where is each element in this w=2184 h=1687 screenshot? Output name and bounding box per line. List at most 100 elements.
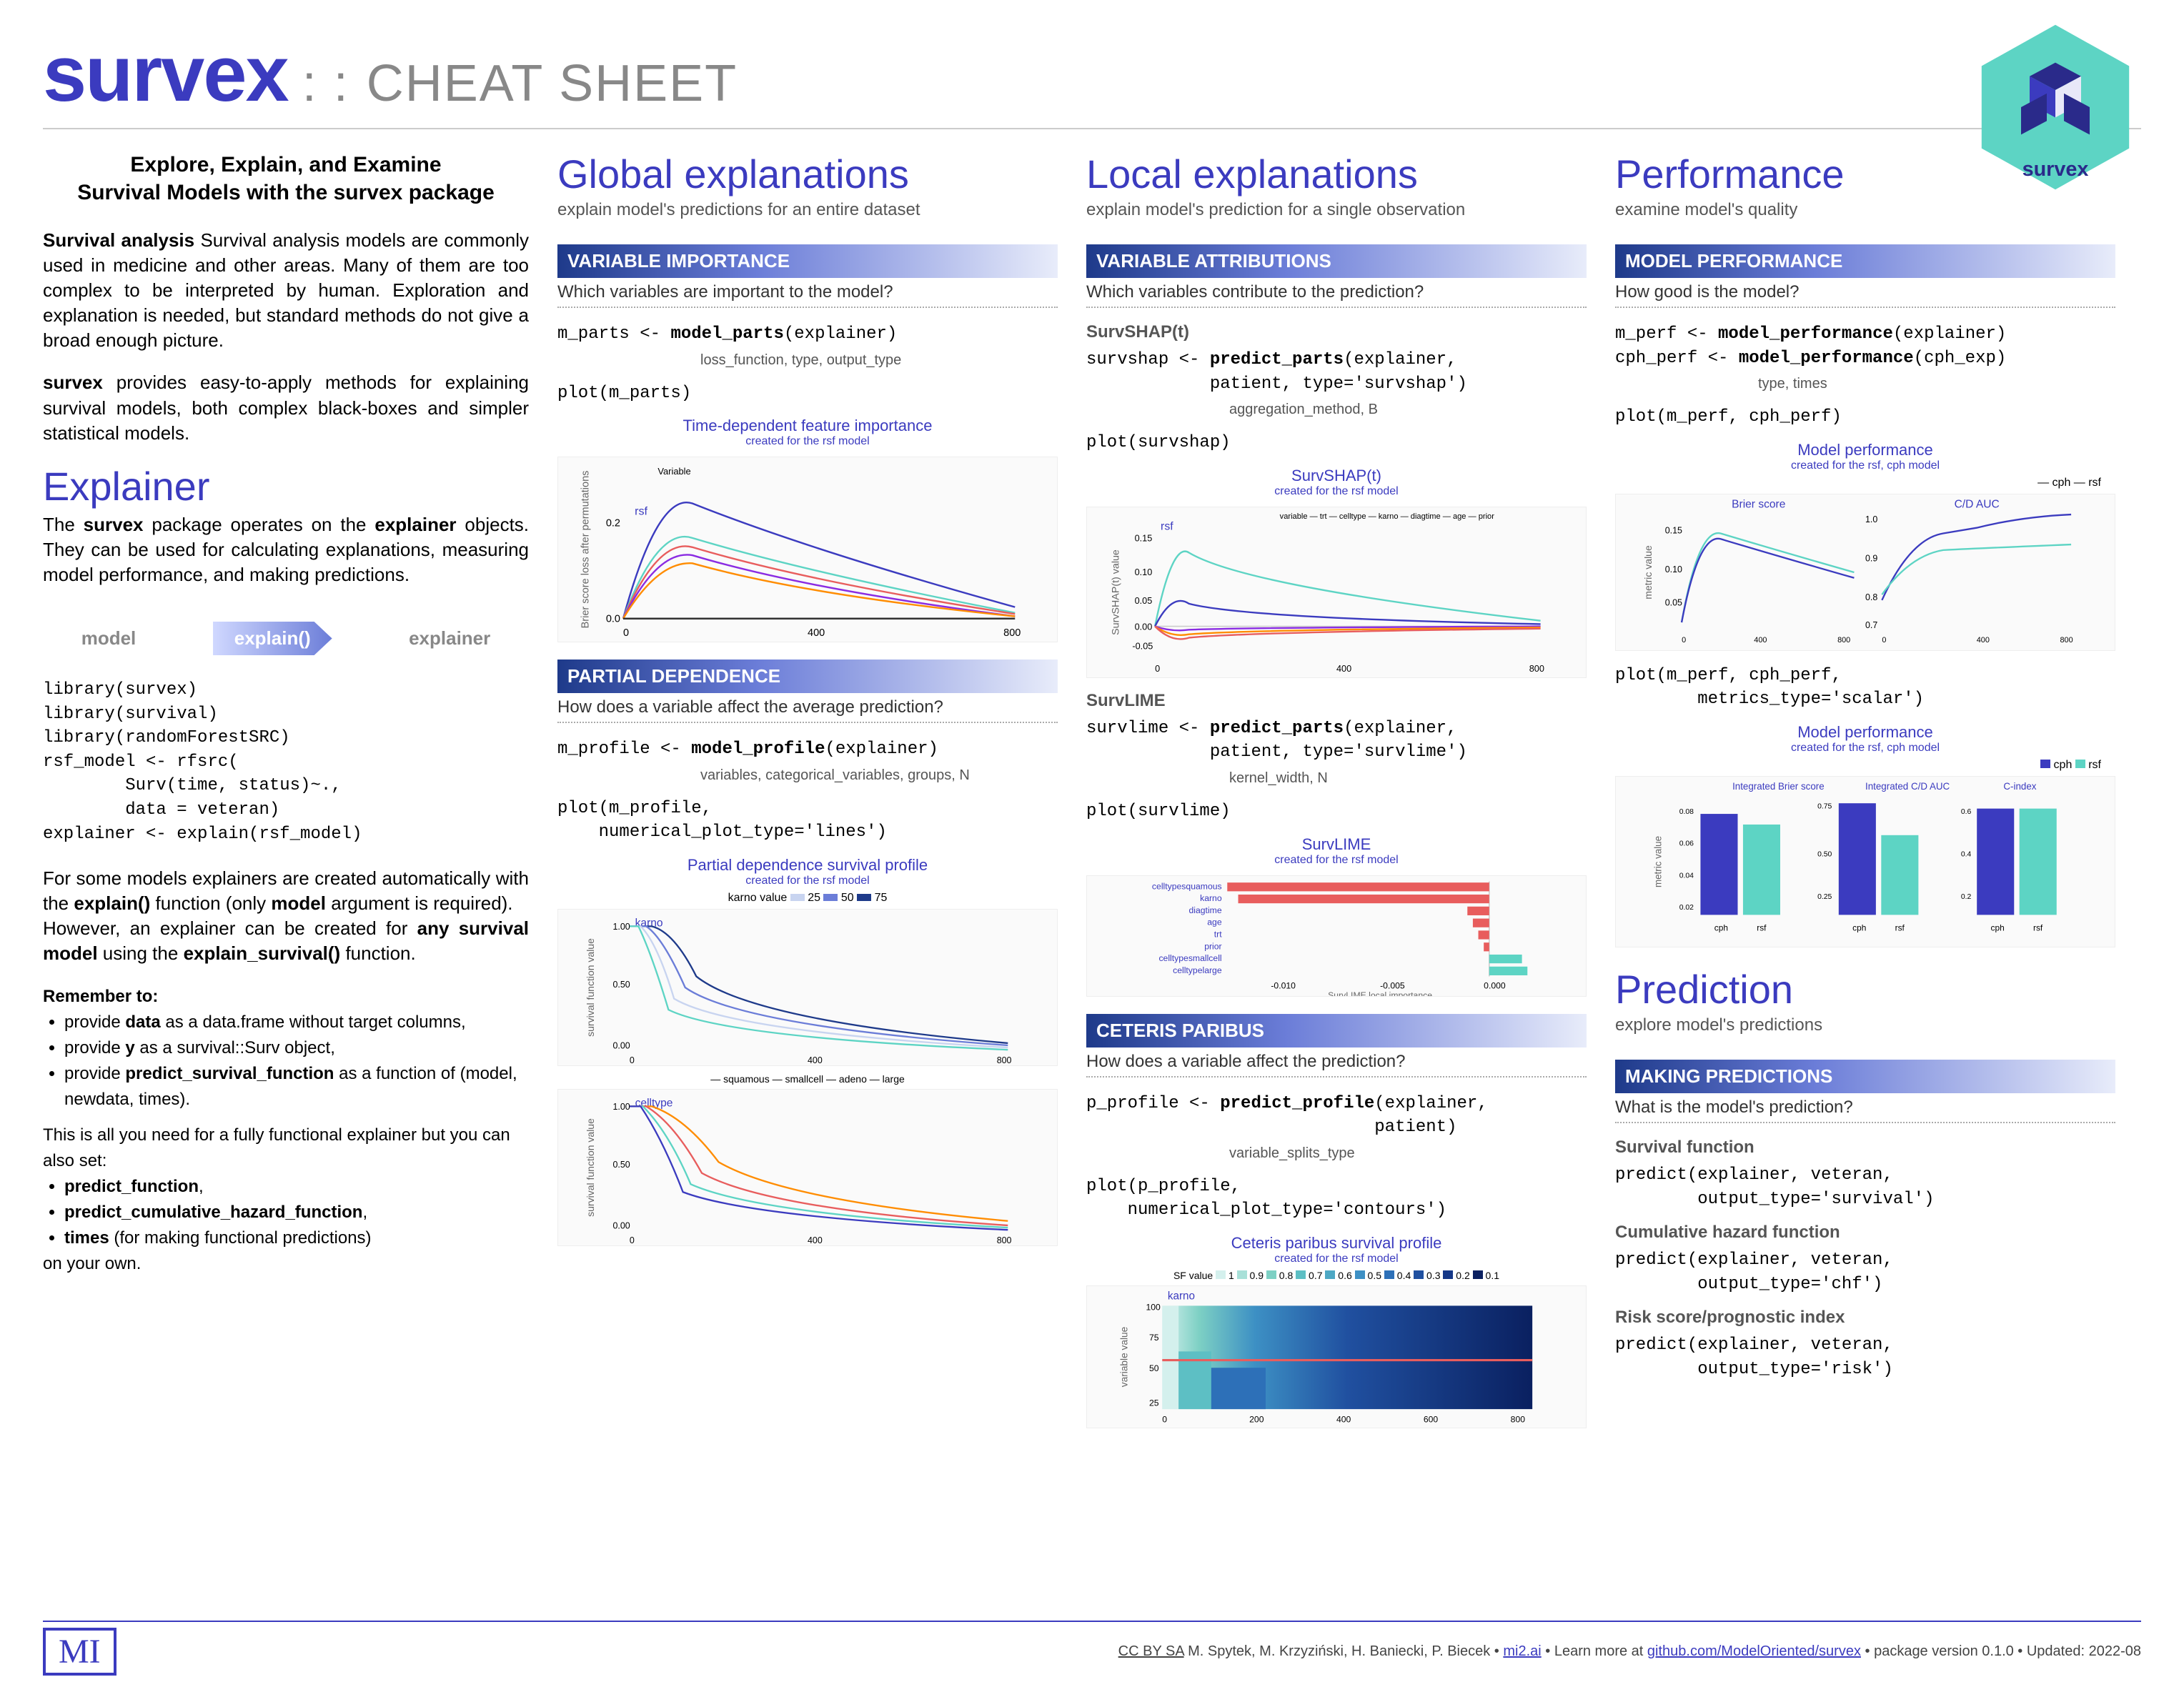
svg-text:-0.010: -0.010: [1271, 980, 1296, 990]
svg-text:0: 0: [1162, 1414, 1167, 1424]
shap-label: SurvSHAP(t): [1086, 322, 1587, 342]
shap-code2: plot(survshap): [1086, 431, 1587, 455]
svg-text:0.6: 0.6: [1961, 808, 1972, 816]
shap-chart-title: SurvSHAP(t): [1086, 467, 1587, 485]
lime-chart-title: SurvLIME: [1086, 835, 1587, 854]
svg-text:SurvLIME local importance: SurvLIME local importance: [1328, 990, 1432, 996]
svg-text:Integrated C/D AUC: Integrated C/D AUC: [1865, 781, 1950, 792]
svg-text:0.7: 0.7: [1865, 620, 1877, 630]
intro-p2: survex provides easy-to-apply methods fo…: [43, 370, 529, 445]
pred-chf-label: Cumulative hazard function: [1615, 1223, 2115, 1243]
svg-text:diagtime: diagtime: [1188, 905, 1221, 915]
svg-text:survex: survex: [2022, 158, 2089, 181]
global-sub: explain model's predictions for an entir…: [557, 200, 1058, 220]
local-sub: explain model's prediction for a single …: [1086, 200, 1587, 220]
cp-chart-sub: created for the rsf model: [1086, 1253, 1587, 1265]
svg-text:800: 800: [1003, 627, 1021, 639]
flow-explainer: explainer: [409, 627, 490, 650]
pd-chart-title: Partial dependence survival profile: [557, 856, 1058, 875]
pd-chart-sub: created for the rsf model: [557, 875, 1058, 887]
svg-text:karno: karno: [1200, 893, 1222, 903]
svg-text:rsf: rsf: [635, 505, 647, 518]
mp-legend: — cph — rsf: [1615, 477, 2115, 489]
svg-text:celltypelarge: celltypelarge: [1173, 965, 1222, 975]
pred-header: MAKING PREDICTIONS: [1615, 1060, 2115, 1093]
local-title: Local explanations: [1086, 151, 1587, 197]
remember-item: predict_function,: [64, 1174, 529, 1200]
svg-text:800: 800: [2060, 636, 2073, 645]
svg-text:0.50: 0.50: [1817, 851, 1832, 859]
global-title: Global explanations: [557, 151, 1058, 197]
intro-p1: Survival analysis Survival analysis mode…: [43, 228, 529, 353]
svg-text:0: 0: [1882, 636, 1886, 645]
pred-sf-code: predict(explainer, veteran, output_type=…: [1615, 1163, 2115, 1211]
svg-text:cph: cph: [1991, 923, 2005, 933]
mp-chart2-title: Model performance: [1615, 723, 2115, 742]
remember-item: times (for making functional predictions…: [64, 1225, 529, 1251]
cp-chart: variable value karno 100755025 020040060…: [1086, 1285, 1587, 1428]
svg-text:-0.05: -0.05: [1132, 641, 1153, 651]
pd-chart-karno: survival function value karno 1.000.500.…: [557, 909, 1058, 1066]
svg-text:Integrated Brier score: Integrated Brier score: [1732, 781, 1825, 792]
cp-question: How does a variable affect the predictio…: [1086, 1047, 1587, 1078]
explainer-code: library(survex) library(survival) librar…: [43, 678, 529, 846]
svg-text:400: 400: [1754, 636, 1767, 645]
mp-bar-chart: metric value Integrated Brier score Inte…: [1615, 776, 2115, 947]
cp-params: variable_splits_type: [1229, 1145, 1587, 1162]
pd-legend: karno value 25 50 75: [557, 892, 1058, 905]
svg-text:Brier score loss after permuta: Brier score loss after permutations: [580, 471, 592, 629]
cp-chart-title: Ceteris paribus survival profile: [1086, 1234, 1587, 1253]
svg-text:0.10: 0.10: [1665, 564, 1682, 574]
pd-question: How does a variable affect the average p…: [557, 693, 1058, 723]
title-sep: : :: [302, 54, 349, 113]
svg-text:50: 50: [1149, 1363, 1159, 1373]
pd-header: PARTIAL DEPENDENCE: [557, 660, 1058, 693]
lime-chart: celltypesquamouskarnodiagtimeagetrtprior…: [1086, 875, 1587, 997]
svg-text:C/D AUC: C/D AUC: [1955, 498, 2000, 510]
svg-text:25: 25: [1149, 1398, 1159, 1408]
svg-text:800: 800: [1529, 664, 1544, 674]
svg-text:0.15: 0.15: [1665, 525, 1682, 535]
mi-logo: MI: [43, 1628, 116, 1676]
svg-text:celltypesmallcell: celltypesmallcell: [1158, 953, 1221, 963]
vi-question: Which variables are important to the mod…: [557, 278, 1058, 308]
title-main: survex: [43, 29, 288, 119]
pred-risk-label: Risk score/prognostic index: [1615, 1308, 2115, 1328]
lime-params: kernel_width, N: [1229, 770, 1587, 787]
svg-text:0.06: 0.06: [1679, 840, 1694, 848]
va-header: VARIABLE ATTRIBUTIONS: [1086, 244, 1587, 278]
svg-text:800: 800: [997, 1235, 1012, 1245]
svg-text:Variable: Variable: [657, 466, 690, 477]
flow-model: model: [81, 627, 136, 650]
footer-link-github[interactable]: github.com/ModelOriented/survex: [1647, 1643, 1861, 1659]
svg-text:karno: karno: [1168, 1290, 1195, 1302]
svg-text:0: 0: [623, 627, 629, 639]
svg-text:75: 75: [1149, 1333, 1159, 1343]
remember-item: provide y as a survival::Surv object,: [64, 1035, 529, 1061]
svg-text:metric value: metric value: [1652, 836, 1663, 887]
svg-text:trt: trt: [1214, 929, 1222, 939]
column-global: Global explanations explain model's pred…: [557, 151, 1058, 1435]
mp-code2: plot(m_perf, cph_perf): [1615, 405, 2115, 429]
svg-text:0.75: 0.75: [1817, 803, 1832, 811]
svg-text:800: 800: [1511, 1414, 1526, 1424]
footer-link-mi2[interactable]: mi2.ai: [1503, 1643, 1541, 1659]
svg-text:0.02: 0.02: [1679, 904, 1694, 912]
svg-text:0.00: 0.00: [613, 1221, 630, 1231]
pd-code2: plot(m_profile, numerical_plot_type='lin…: [557, 797, 1058, 845]
svg-text:200: 200: [1249, 1414, 1264, 1424]
footer-text: CC BY SA M. Spytek, M. Krzyziński, H. Ba…: [1118, 1643, 2141, 1660]
svg-text:400: 400: [808, 1055, 823, 1065]
svg-text:0.000: 0.000: [1484, 980, 1506, 990]
svg-text:prior: prior: [1204, 941, 1221, 951]
svg-text:metric value: metric value: [1642, 545, 1654, 599]
pred-title: Prediction: [1615, 966, 2115, 1012]
vi-code2: plot(m_parts): [557, 382, 1058, 406]
mp-legend2: cph rsf: [1615, 759, 2115, 772]
svg-text:0: 0: [630, 1055, 635, 1065]
column-explainer: Explore, Explain, and Examine Survival M…: [43, 151, 529, 1435]
pred-chf-code: predict(explainer, veteran, output_type=…: [1615, 1248, 2115, 1296]
svg-text:0: 0: [1682, 636, 1686, 645]
svg-text:800: 800: [1837, 636, 1850, 645]
explainer-p: The survex package operates on the expla…: [43, 512, 529, 587]
